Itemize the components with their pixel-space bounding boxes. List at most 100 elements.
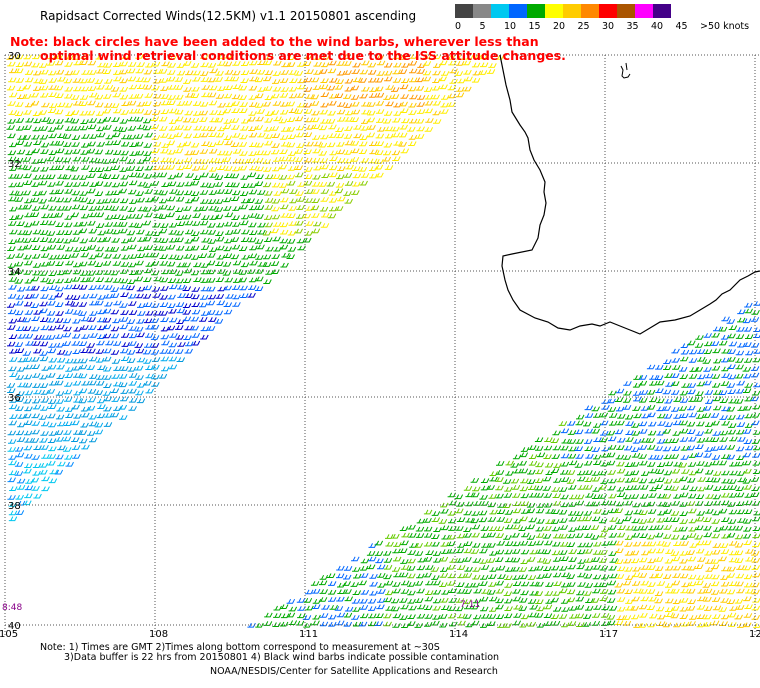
wind-barb [631, 452, 641, 458]
wind-barb [632, 485, 641, 490]
wind-barb [552, 430, 561, 436]
wind-barb [361, 86, 370, 92]
wind-barb [7, 477, 16, 483]
wind-barb [657, 413, 666, 419]
wind-barb [727, 566, 736, 572]
wind-barb [70, 166, 79, 172]
wind-barb [415, 533, 425, 538]
wind-barb [599, 596, 609, 601]
wind-barb [441, 605, 450, 610]
wind-barb [39, 374, 48, 380]
wind-barb [78, 341, 88, 346]
wind-barb [136, 357, 146, 363]
wind-barb [280, 262, 289, 268]
wind-barb [584, 439, 593, 444]
wind-barb [174, 148, 184, 154]
wind-barb [7, 133, 16, 139]
wind-barb [720, 543, 729, 548]
wind-barb [449, 78, 458, 84]
wind-barb [407, 590, 416, 596]
wind-barb [584, 558, 594, 563]
wind-barb [224, 189, 233, 194]
wind-barb [439, 582, 448, 587]
wind-barb [39, 356, 49, 362]
wind-barb [463, 532, 472, 538]
wind-barb [640, 565, 649, 570]
wind-barb [520, 581, 530, 587]
wind-barb [288, 86, 298, 92]
wind-barb [663, 534, 672, 539]
wind-barb [568, 516, 578, 522]
wind-barb [703, 532, 713, 538]
wind-barb [454, 71, 464, 76]
latitude-label: 38 [8, 501, 21, 512]
wind-barb [545, 582, 554, 587]
wind-barb [175, 196, 185, 202]
wind-barb [87, 60, 97, 66]
wind-barb [544, 462, 554, 468]
wind-barb [360, 172, 370, 178]
wind-barb [327, 110, 336, 116]
wind-barb [190, 117, 200, 123]
wind-barb [703, 452, 712, 458]
wind-barb [150, 116, 160, 121]
wind-barb [662, 389, 672, 395]
wind-barb [744, 493, 753, 498]
wind-barb [207, 277, 216, 283]
wind-barb [239, 246, 248, 251]
wind-barb [183, 100, 193, 106]
wind-barb [183, 278, 192, 283]
wind-barb [55, 60, 64, 66]
wind-barb [32, 174, 42, 180]
wind-barb [128, 94, 138, 99]
wind-barb [552, 541, 561, 547]
wind-barb [297, 613, 306, 619]
wind-barb [63, 326, 72, 332]
wind-barb [134, 269, 144, 275]
wind-barb [127, 134, 136, 140]
wind-barb [416, 126, 425, 132]
wind-barb [136, 398, 146, 404]
wind-barb [119, 205, 128, 211]
wind-barb [369, 581, 378, 587]
wind-barb [735, 364, 744, 370]
wind-barb [639, 525, 648, 531]
wind-barb [486, 557, 496, 563]
wind-barb [217, 54, 226, 59]
wind-barb [287, 213, 296, 218]
wind-barb [383, 70, 393, 76]
wind-barb [55, 180, 64, 186]
wind-barb [150, 260, 160, 266]
wind-barb [401, 532, 410, 538]
wind-barb [640, 580, 649, 586]
wind-barb [447, 534, 456, 540]
wind-barb [710, 437, 720, 442]
wind-barb [697, 476, 706, 482]
wind-barb [391, 150, 401, 156]
wind-barb [369, 590, 378, 596]
wind-barb [113, 366, 122, 371]
wind-barb [184, 220, 194, 226]
wind-barb [343, 60, 352, 66]
wind-barb [407, 598, 416, 604]
wind-barb [62, 157, 72, 163]
wind-barb [470, 518, 480, 524]
wind-barb [168, 364, 178, 370]
wind-barb [440, 541, 449, 547]
wind-barb [638, 421, 648, 427]
wind-barb [553, 463, 562, 468]
wind-barb [215, 277, 225, 282]
wind-barb [568, 557, 577, 562]
wind-barb [175, 302, 185, 307]
wind-barb [6, 254, 16, 259]
wind-barb [145, 310, 154, 316]
wind-barb [39, 79, 48, 84]
wind-barb [654, 591, 664, 596]
wind-barb [353, 133, 362, 139]
wind-barb [95, 252, 104, 258]
wind-barb [576, 414, 585, 420]
wind-barb [47, 220, 56, 226]
wind-barb [415, 77, 425, 83]
wind-barb [727, 333, 736, 339]
wind-barb [134, 276, 144, 282]
